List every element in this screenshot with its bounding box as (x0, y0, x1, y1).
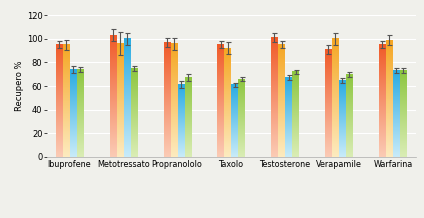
Y-axis label: Recupero %: Recupero % (15, 61, 24, 111)
